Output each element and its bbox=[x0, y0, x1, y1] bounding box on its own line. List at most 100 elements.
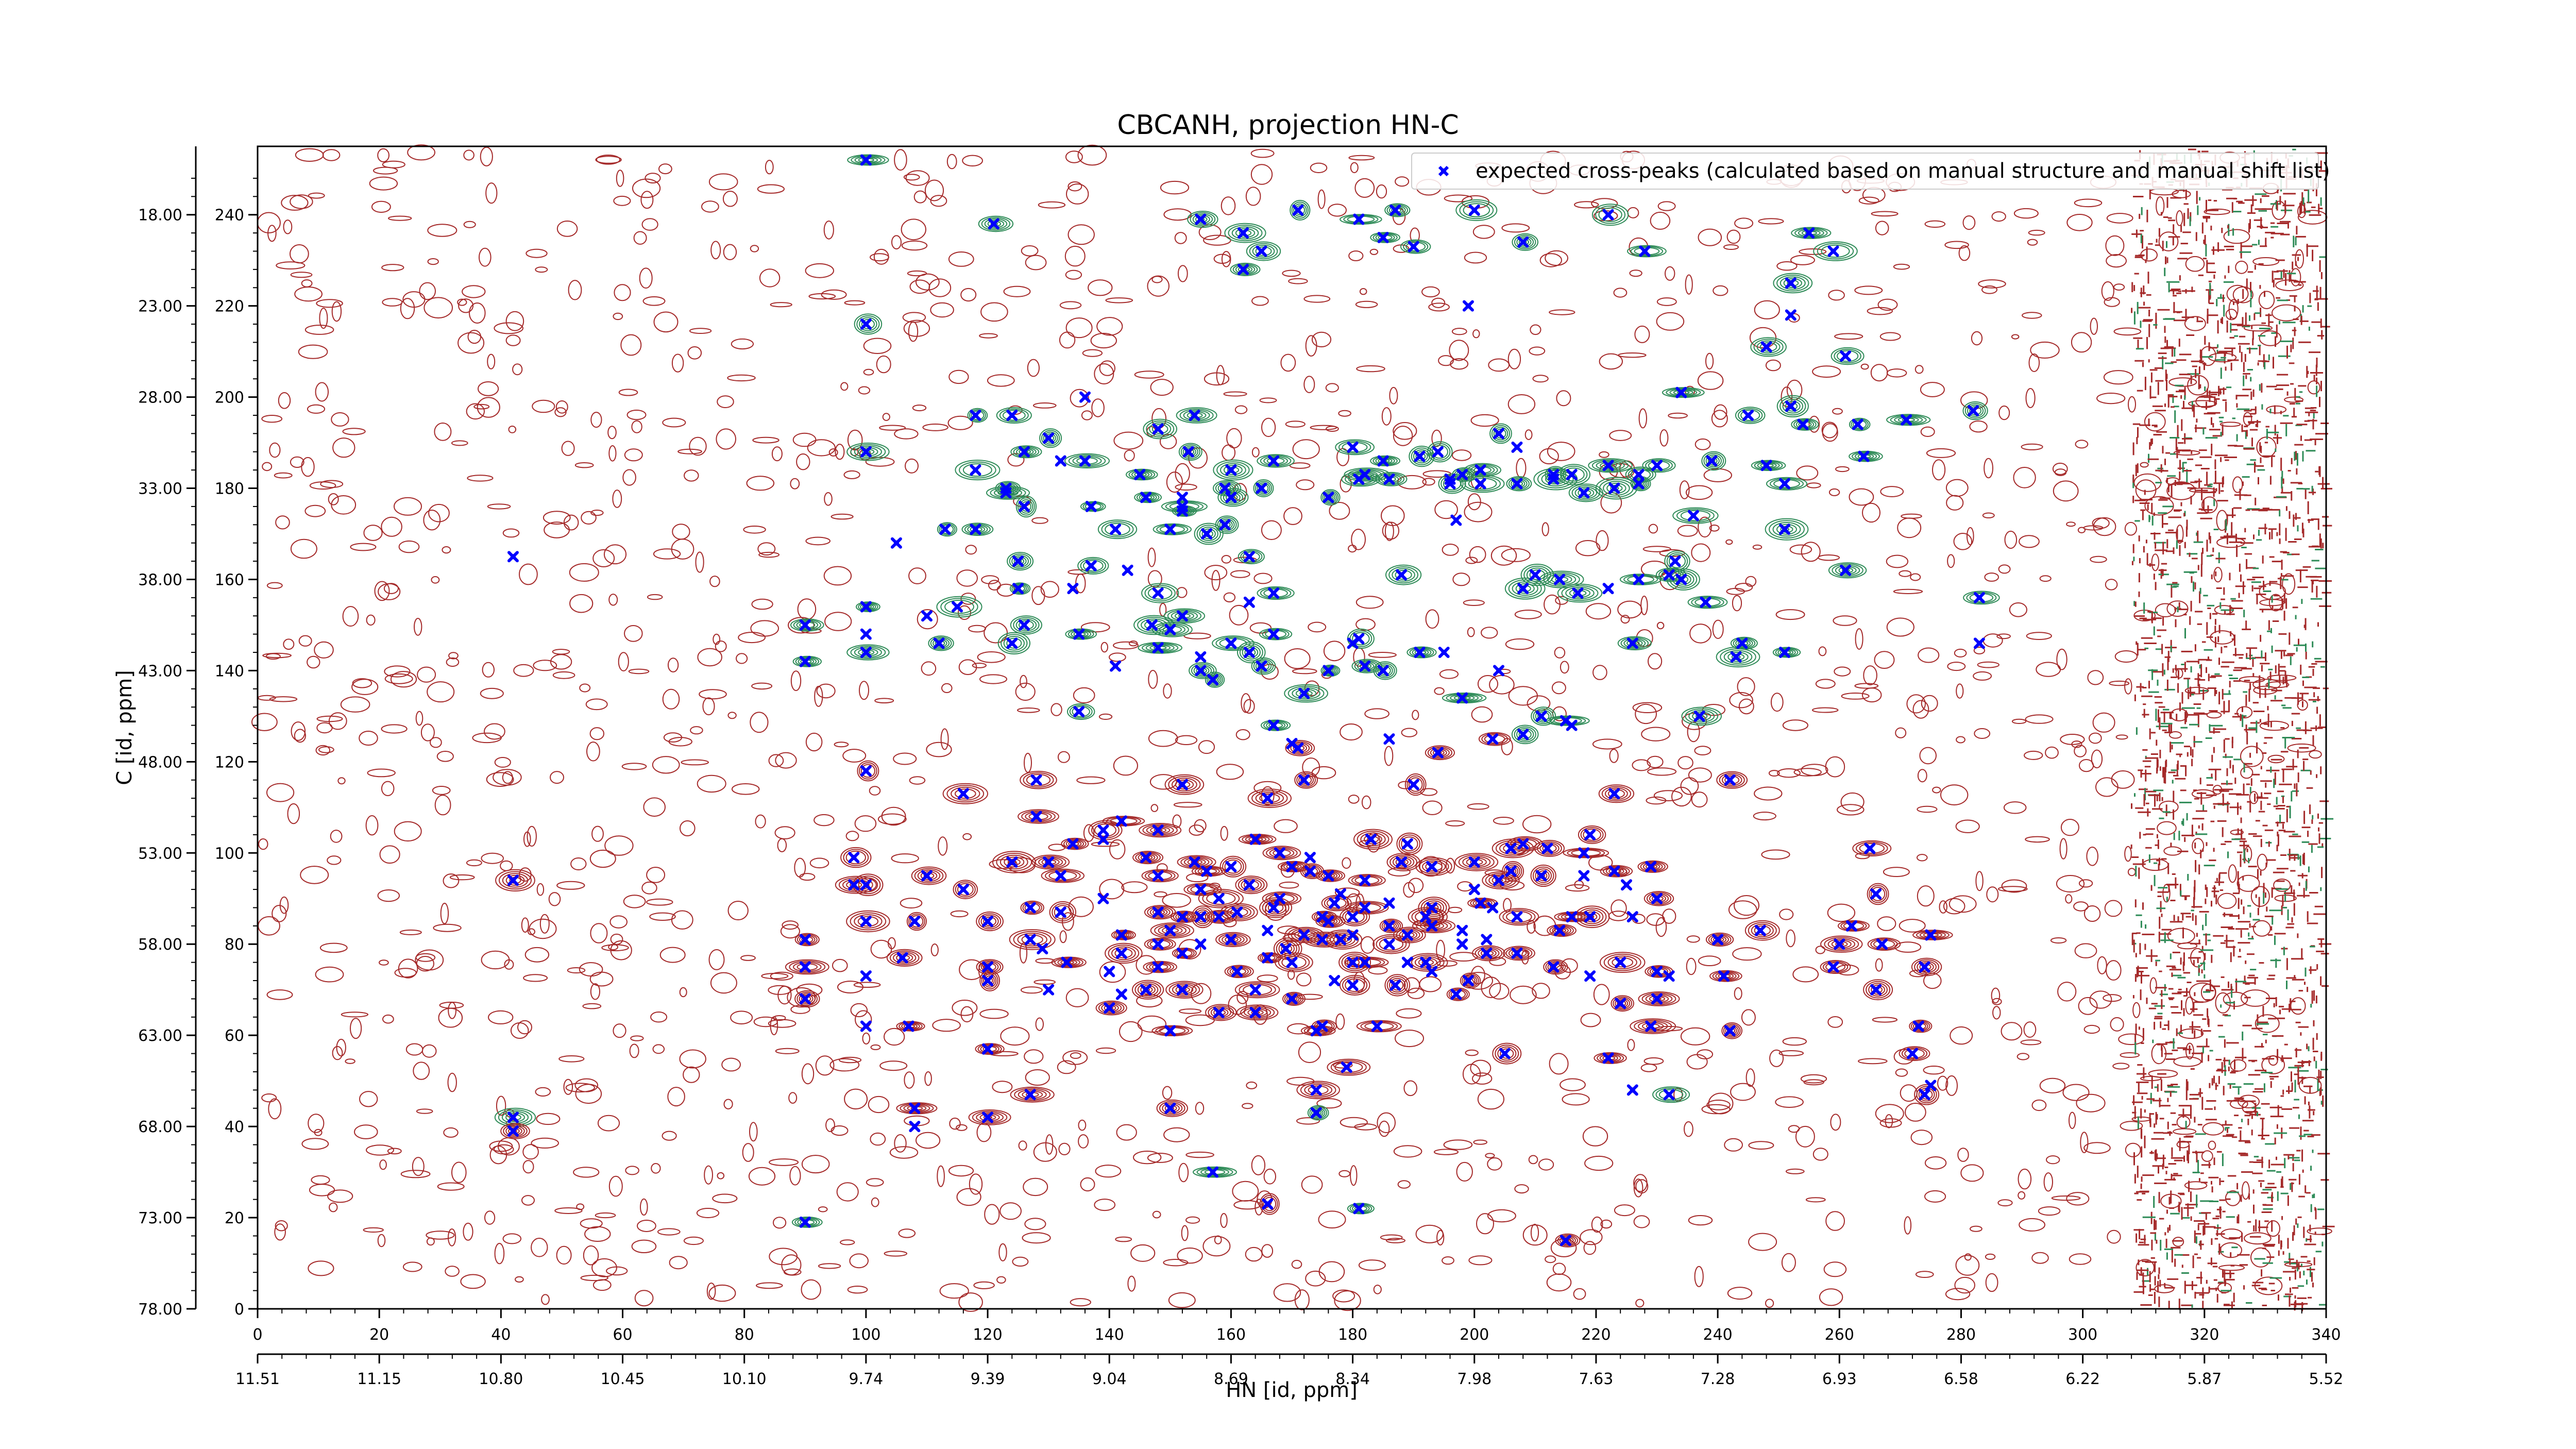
noise-contour bbox=[1998, 406, 2010, 420]
noise-contour bbox=[1070, 389, 1089, 408]
noise-contour bbox=[612, 490, 622, 508]
noise-contour bbox=[1973, 671, 1992, 681]
noise-contour bbox=[1470, 1059, 1492, 1077]
noise-contour bbox=[359, 1091, 378, 1107]
noise-contour bbox=[2090, 555, 2107, 563]
noise-contour bbox=[908, 567, 926, 584]
noise-contour bbox=[1338, 1170, 1351, 1177]
noise-contour bbox=[1507, 394, 1536, 414]
noise-contour bbox=[565, 1083, 596, 1092]
noise-contour bbox=[928, 278, 952, 297]
noise-contour bbox=[2011, 718, 2027, 724]
noise-contour bbox=[1808, 415, 1820, 433]
noise-contour bbox=[2307, 1227, 2332, 1235]
noise-contour bbox=[2140, 1075, 2162, 1082]
noise-contour bbox=[753, 1016, 778, 1027]
noise-contour bbox=[327, 855, 342, 865]
noise-contour bbox=[1781, 386, 1793, 408]
noise-contour bbox=[1945, 1075, 1958, 1096]
noise-contour bbox=[290, 538, 317, 559]
noise-contour bbox=[1340, 723, 1363, 740]
noise-contour bbox=[1473, 1139, 1487, 1145]
noise-contour bbox=[1059, 930, 1067, 943]
noise-contour bbox=[1777, 768, 1801, 778]
noise-contour bbox=[884, 1027, 905, 1046]
noise-contour bbox=[523, 831, 531, 847]
noise-contour bbox=[2004, 530, 2018, 549]
noise-contour bbox=[394, 968, 417, 978]
noise-contour bbox=[1897, 517, 1922, 538]
noise-contour bbox=[488, 1010, 514, 1024]
noise-contour bbox=[522, 1160, 534, 1174]
noise-contour bbox=[1650, 211, 1671, 230]
noise-contour bbox=[1018, 1140, 1027, 1151]
noise-contour bbox=[1997, 1199, 2013, 1207]
noise-contour bbox=[2013, 467, 2036, 488]
noise-contour bbox=[796, 453, 810, 470]
noise-contour bbox=[1067, 224, 1095, 245]
noise-contour bbox=[2019, 1218, 2046, 1232]
noise-contour bbox=[1694, 438, 1711, 450]
noise-contour bbox=[2027, 239, 2038, 246]
noise-contour bbox=[2149, 977, 2157, 994]
noise-contour bbox=[2106, 213, 2133, 224]
noise-contour bbox=[2273, 879, 2291, 892]
noise-contour bbox=[1554, 647, 1566, 659]
noise-contour bbox=[1875, 1104, 1904, 1123]
noise-contour bbox=[433, 923, 462, 932]
noise-contour bbox=[1906, 694, 1926, 714]
noise-contour bbox=[1926, 448, 1956, 458]
noise-contour bbox=[1591, 1216, 1603, 1233]
noise-contour bbox=[2235, 260, 2248, 274]
noise-contour bbox=[262, 652, 292, 659]
noise-contour bbox=[623, 895, 646, 908]
noise-contour bbox=[2202, 1122, 2225, 1136]
noise-contour bbox=[2104, 900, 2123, 917]
noise-contour bbox=[417, 666, 436, 683]
noise-contour bbox=[2071, 332, 2092, 353]
noise-contour bbox=[1463, 599, 1485, 606]
noise-contour bbox=[1080, 1177, 1095, 1192]
noise-contour bbox=[1875, 221, 1889, 235]
noise-contour bbox=[1527, 695, 1551, 712]
noise-contour bbox=[519, 563, 538, 585]
noise-contour bbox=[2201, 496, 2218, 514]
noise-contour bbox=[1858, 196, 1879, 205]
noise-contour bbox=[807, 439, 836, 457]
noise-contour bbox=[1940, 784, 1969, 805]
noise-contour bbox=[1885, 1114, 1893, 1128]
noise-contour bbox=[1803, 1079, 1824, 1086]
noise-contour bbox=[2103, 370, 2133, 385]
noise-contour bbox=[295, 148, 324, 162]
noise-contour bbox=[2166, 600, 2189, 617]
noise-contour bbox=[1439, 669, 1459, 679]
noise-contour bbox=[342, 428, 366, 435]
noise-contour bbox=[701, 200, 719, 213]
noise-contour bbox=[917, 609, 938, 630]
noise-contour bbox=[1953, 533, 1973, 550]
noise-contour bbox=[1971, 331, 1983, 346]
noise-contour bbox=[1969, 420, 1988, 433]
noise-contour bbox=[536, 1113, 561, 1125]
noise-contour bbox=[1686, 957, 1697, 975]
noise-contour bbox=[1665, 266, 1675, 281]
noise-contour bbox=[379, 845, 400, 864]
noise-contour bbox=[1214, 1235, 1222, 1244]
noise-contour bbox=[457, 298, 467, 306]
noise-contour bbox=[1668, 412, 1688, 419]
noise-contour bbox=[266, 783, 295, 802]
noise-contour bbox=[1470, 966, 1485, 985]
noise-contour bbox=[1917, 769, 1927, 783]
noise-contour bbox=[2001, 1022, 2023, 1041]
noise-contour bbox=[2090, 317, 2098, 335]
noise-contour bbox=[2151, 553, 2160, 571]
noise-contour bbox=[2242, 1181, 2250, 1200]
noise-contour bbox=[2243, 324, 2273, 332]
noise-contour bbox=[440, 902, 449, 924]
noise-contour bbox=[1348, 155, 1375, 161]
noise-contour bbox=[434, 423, 452, 441]
noise-contour bbox=[1493, 817, 1514, 825]
noise-contour bbox=[652, 1044, 665, 1054]
noise-contour bbox=[727, 901, 749, 920]
